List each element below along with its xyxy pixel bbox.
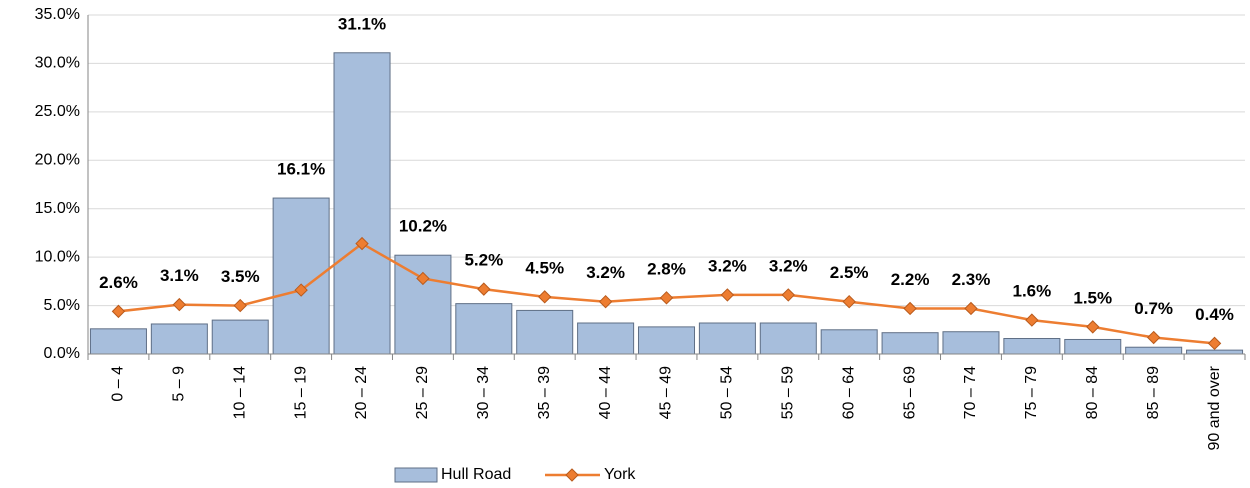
line-marker: [172, 297, 187, 312]
y-tick-label: 35.0%: [35, 6, 80, 23]
bar: [1186, 349, 1244, 355]
bar: [881, 332, 939, 355]
line-marker: [111, 304, 126, 319]
line-marker: [477, 282, 491, 296]
x-tick-label: 75 – 79: [1023, 366, 1040, 419]
data-label: 2.2%: [891, 270, 930, 289]
legend-marker: [565, 468, 579, 482]
data-label: 3.2%: [769, 256, 808, 275]
line-marker: [1207, 336, 1222, 351]
line-marker: [659, 291, 674, 305]
data-label: 3.2%: [708, 256, 747, 275]
line-marker: [1025, 313, 1039, 327]
data-label: 0.7%: [1134, 299, 1173, 318]
x-tick-label: 20 – 24: [353, 366, 370, 419]
x-tick-label: 40 – 44: [597, 366, 614, 419]
bar: [637, 326, 696, 355]
bar: [698, 322, 756, 355]
x-tick-label: 55 – 59: [780, 366, 797, 419]
legend-label: York: [604, 466, 636, 483]
y-tick-label: 10.0%: [35, 248, 80, 265]
legend-swatch: [394, 467, 438, 483]
bar: [577, 322, 635, 355]
y-tick-label: 30.0%: [35, 55, 80, 72]
x-tick-label: 25 – 29: [414, 366, 431, 419]
line-marker: [903, 301, 917, 316]
bar: [1064, 338, 1122, 355]
data-label: 4.5%: [525, 258, 564, 277]
line-marker: [355, 236, 369, 251]
x-tick-label: 50 – 54: [719, 366, 736, 419]
line-marker: [1086, 320, 1100, 334]
x-tick-label: 45 – 49: [658, 366, 675, 419]
data-label: 2.6%: [99, 273, 138, 292]
x-tick-label: 60 – 64: [840, 366, 857, 419]
legend-label: Hull Road: [441, 466, 511, 483]
x-tick-label: 0 – 4: [110, 366, 127, 402]
x-tick-label: 90 and over: [1206, 365, 1223, 450]
data-label: 1.5%: [1073, 288, 1112, 307]
line-marker: [720, 288, 735, 302]
line-marker: [964, 301, 978, 316]
bar: [394, 254, 452, 355]
y-tick-label: 15.0%: [35, 200, 80, 217]
line-marker: [233, 298, 247, 313]
line-marker: [598, 294, 613, 309]
y-tick-label: 25.0%: [35, 103, 80, 120]
data-label: 3.2%: [586, 263, 625, 282]
bar: [211, 319, 269, 355]
x-tick-label: 80 – 84: [1084, 366, 1101, 419]
data-label: 0.4%: [1195, 305, 1234, 324]
bar: [820, 329, 878, 355]
data-label: 31.1%: [338, 14, 386, 33]
data-label: 1.6%: [1012, 282, 1051, 301]
line-marker: [416, 271, 430, 286]
data-label: 3.1%: [160, 266, 199, 285]
bar: [89, 328, 147, 355]
x-tick-label: 65 – 69: [901, 366, 918, 419]
bar: [759, 322, 817, 355]
data-label: 3.5%: [221, 267, 260, 286]
line-marker: [781, 288, 795, 302]
x-tick-label: 10 – 14: [231, 366, 248, 419]
x-tick-label: 15 – 19: [292, 366, 309, 419]
data-label: 16.1%: [277, 160, 325, 179]
y-tick-label: 20.0%: [35, 152, 80, 169]
line-marker: [842, 294, 856, 309]
data-label: 2.3%: [952, 270, 991, 289]
bar: [516, 309, 574, 355]
line-marker: [538, 290, 552, 304]
data-label: 2.5%: [830, 263, 869, 282]
bar: [455, 303, 513, 355]
line-marker: [1146, 330, 1161, 345]
bar: [942, 331, 1000, 355]
x-tick-label: 5 – 9: [171, 366, 188, 402]
bar: [1003, 338, 1061, 355]
x-tick-label: 70 – 74: [962, 366, 979, 419]
data-label: 2.8%: [647, 259, 686, 278]
x-tick-label: 30 – 34: [475, 366, 492, 419]
x-tick-label: 35 – 39: [536, 366, 553, 419]
y-tick-label: 5.0%: [44, 297, 80, 314]
line-marker: [294, 283, 308, 297]
data-label: 10.2%: [399, 217, 447, 236]
data-label: 5.2%: [464, 251, 503, 270]
x-tick-label: 85 – 89: [1145, 366, 1162, 419]
bar: [1125, 346, 1183, 355]
y-tick-label: 0.0%: [44, 345, 80, 362]
bar: [333, 52, 391, 355]
bar: [150, 323, 208, 355]
